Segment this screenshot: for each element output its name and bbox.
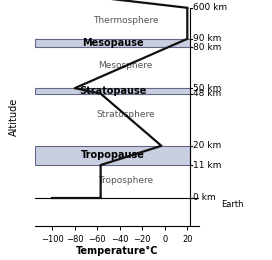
Text: Mesosphere: Mesosphere	[98, 61, 153, 70]
Text: 90 km: 90 km	[193, 34, 222, 43]
Text: 11 km: 11 km	[193, 160, 222, 170]
Text: 600 km: 600 km	[193, 3, 228, 12]
Bar	[35, 39, 190, 47]
Y-axis label: Altitude: Altitude	[9, 98, 19, 136]
Bar	[35, 146, 190, 165]
Text: Thermosphere: Thermosphere	[93, 16, 158, 25]
Text: Stratosphere: Stratosphere	[96, 110, 155, 119]
Bar	[35, 88, 190, 94]
Text: Mesopause: Mesopause	[82, 38, 143, 48]
Text: 50 km: 50 km	[193, 84, 222, 93]
Text: 48 km: 48 km	[193, 89, 222, 98]
Text: 0 km: 0 km	[193, 193, 216, 202]
Text: 20 km: 20 km	[193, 141, 222, 150]
Text: 80 km: 80 km	[193, 43, 222, 52]
X-axis label: Temperature°C: Temperature°C	[76, 246, 158, 256]
Text: Tropopause: Tropopause	[81, 151, 144, 160]
Text: Earth: Earth	[221, 200, 243, 209]
Text: Troposphere: Troposphere	[98, 176, 153, 185]
Text: Stratopause: Stratopause	[79, 86, 146, 96]
